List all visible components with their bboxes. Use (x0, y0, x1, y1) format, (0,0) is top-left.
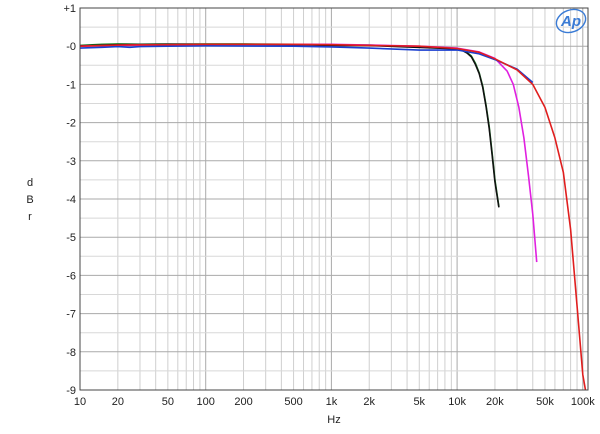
y-tick-label: -4 (66, 194, 76, 206)
x-tick-label: 50 (162, 396, 174, 408)
plot-frame (79, 7, 589, 391)
y-axis-label: dBr (26, 177, 33, 223)
grid (79, 7, 588, 391)
series-line-5 (79, 43, 587, 391)
series-line-2 (79, 43, 500, 208)
x-tick-label: 1k (326, 396, 338, 408)
y-tick-label: -2 (66, 118, 76, 130)
y-tick-label: -8 (66, 347, 76, 359)
y-tick-label: -0 (66, 41, 76, 53)
x-tick-label: 10k (448, 396, 466, 408)
y-tick-label: -1 (66, 79, 76, 91)
series-lines (79, 43, 587, 391)
y-axis-label-char: B (26, 194, 33, 206)
x-tick-label: 500 (284, 396, 302, 408)
x-tick-label: 5k (413, 396, 425, 408)
x-axis-label: Hz (327, 414, 340, 426)
x-tick-label: 10 (74, 396, 86, 408)
ap-logo: Ap (555, 8, 587, 34)
y-tick-labels: +1 -0 -1 -2 -3 -4 -5 -6 -7 -8 -9 (63, 3, 76, 397)
x-tick-labels: 10 20 50 100 200 500 1k 2k 5k 10k 20k 50k 100k (74, 396, 595, 408)
y-tick-label: +1 (63, 3, 76, 15)
x-tick-label: 2k (363, 396, 375, 408)
y-axis-label-char: d (27, 177, 33, 189)
x-tick-label: 200 (234, 396, 252, 408)
y-tick-label: -6 (66, 270, 76, 282)
series-line-3 (79, 43, 538, 263)
x-tick-label: 20k (486, 396, 504, 408)
logo-ring (555, 8, 587, 34)
x-tick-label: 50k (536, 396, 554, 408)
y-tick-label: -5 (66, 232, 76, 244)
series-line-4 (79, 45, 534, 84)
series-line-1 (79, 43, 500, 207)
y-tick-label: -9 (66, 385, 76, 397)
logo-text: Ap (560, 13, 581, 30)
y-axis-label-char: r (28, 211, 32, 223)
y-tick-label: -7 (66, 309, 76, 321)
y-tick-label: -3 (66, 156, 76, 168)
x-tick-label: 100 (197, 396, 215, 408)
x-tick-label: 20 (112, 396, 124, 408)
x-tick-label: 100k (571, 396, 595, 408)
